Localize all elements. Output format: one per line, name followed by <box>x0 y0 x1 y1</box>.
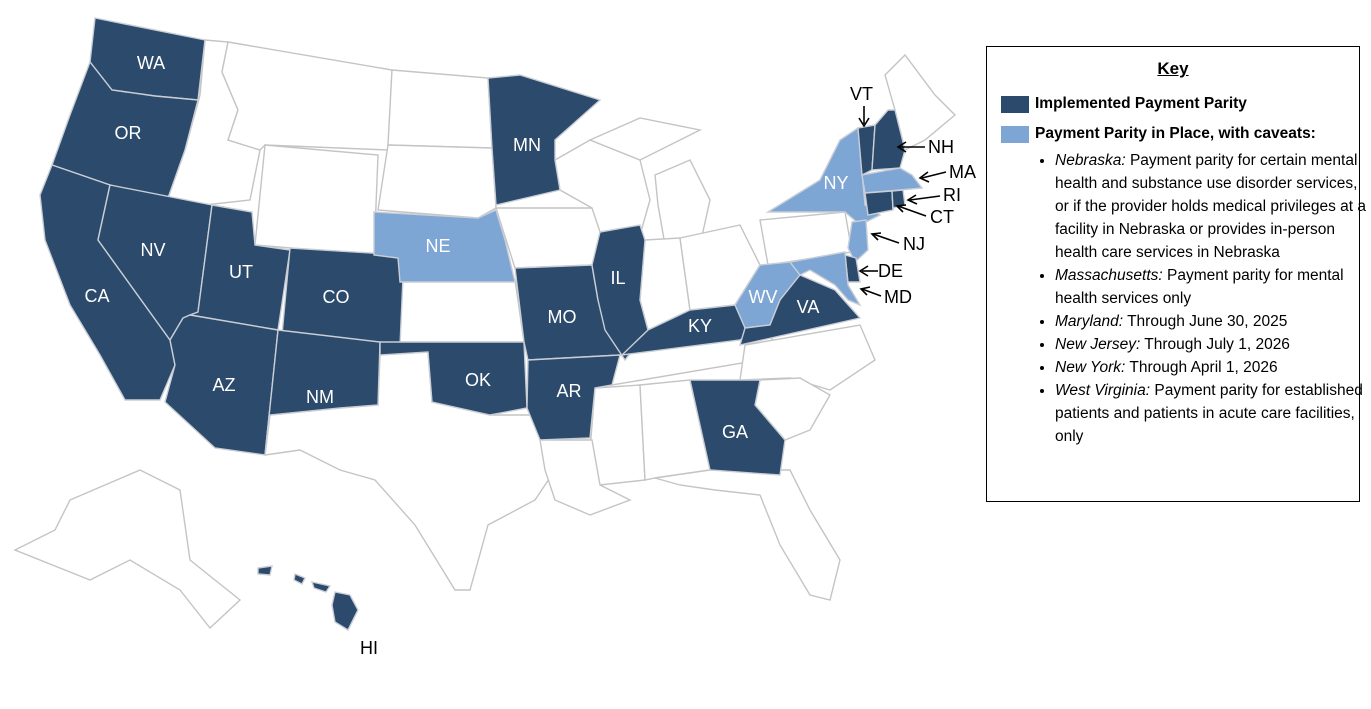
state-nh <box>871 109 906 171</box>
state-ok <box>379 341 528 416</box>
state-ny <box>765 126 882 226</box>
label-ar: AR <box>556 381 581 401</box>
swatch-implemented <box>1001 95 1029 113</box>
shaded-states <box>39 17 924 631</box>
label-ca: CA <box>84 286 109 306</box>
label-ky: KY <box>688 316 712 336</box>
label-ga: GA <box>722 422 748 442</box>
state-ma <box>861 167 924 194</box>
state-or <box>51 60 199 199</box>
caveat-item: New York: Through April 1, 2026 <box>1055 356 1371 379</box>
caveat-item: Massachusetts: Payment parity for mental… <box>1055 264 1371 310</box>
unshaded-states <box>13 39 957 630</box>
label-de: DE <box>878 261 903 281</box>
label-ri: RI <box>943 185 961 205</box>
state-nj <box>847 219 869 264</box>
state-mt <box>221 41 393 151</box>
us-map: WA OR CA NV UT CO AZ NM MN NE OK MO AR I… <box>13 17 976 658</box>
caveat-item: Nebraska: Payment parity for certain men… <box>1055 149 1371 264</box>
key-title: Key <box>1157 59 1189 78</box>
label-ny: NY <box>823 173 848 193</box>
label-vt: VT <box>850 84 873 104</box>
callouts: VT NH MA RI CT NJ DE MD HI <box>360 84 976 658</box>
caveat-item: West Virginia: Payment parity for establ… <box>1055 379 1371 448</box>
caveat-text: Through April 1, 2026 <box>1125 359 1278 376</box>
state-ne <box>373 209 516 283</box>
label-il: IL <box>610 268 625 288</box>
caveat-state: West Virginia: <box>1055 382 1151 399</box>
label-nm: NM <box>306 387 334 407</box>
caveat-state: New Jersey: <box>1055 336 1141 353</box>
map-key: Key Implemented Payment Parity Payment P… <box>986 46 1366 502</box>
label-az: AZ <box>212 375 235 395</box>
caveat-item: New Jersey: Through July 1, 2026 <box>1055 333 1371 356</box>
state-ct <box>864 190 894 216</box>
caveat-text: Through July 1, 2026 <box>1140 336 1290 353</box>
state-la <box>539 439 632 516</box>
state-labels: WA OR CA NV UT CO AZ NM MN NE OK MO AR I… <box>84 53 848 442</box>
label-co: CO <box>323 287 350 307</box>
state-ak <box>13 469 242 630</box>
caveat-state: Massachusetts: <box>1055 267 1163 284</box>
state-mn <box>487 74 602 206</box>
label-ma: MA <box>949 162 976 182</box>
caveat-state: Nebraska: <box>1055 152 1126 169</box>
label-ne: NE <box>425 236 450 256</box>
caveat-state: New York: <box>1055 359 1126 376</box>
state-sd <box>377 144 497 219</box>
label-ok: OK <box>465 370 491 390</box>
state-nd <box>387 69 493 149</box>
state-ut <box>187 204 291 331</box>
caveat-text: Payment parity for established patients … <box>1055 382 1363 445</box>
state-md <box>788 251 862 307</box>
state-ms <box>589 384 646 486</box>
state-ar <box>526 354 621 441</box>
label-nh: NH <box>928 137 954 157</box>
label-hi: HI <box>360 638 378 658</box>
caveat-state: Maryland: <box>1055 313 1124 330</box>
label-wa: WA <box>137 53 165 73</box>
legend-caveat-label: Payment Parity in Place, with caveats: <box>1035 125 1316 142</box>
label-nv: NV <box>140 240 165 260</box>
label-mn: MN <box>513 135 541 155</box>
legend-implemented-label: Implemented Payment Parity <box>1035 95 1247 112</box>
caveat-list: Nebraska: Payment parity for certain men… <box>1033 149 1371 448</box>
caveat-text: Payment parity for certain mental health… <box>1055 152 1367 261</box>
label-ut: UT <box>229 262 253 282</box>
caveat-item: Maryland: Through June 30, 2025 <box>1055 310 1371 333</box>
label-nj: NJ <box>903 234 925 254</box>
label-md: MD <box>884 287 912 307</box>
swatch-caveat <box>1001 125 1029 143</box>
state-va <box>738 274 862 346</box>
state-hi <box>257 565 359 631</box>
state-wy <box>254 144 379 256</box>
state-fl <box>654 469 841 601</box>
caveat-text: Payment parity for mental health service… <box>1055 267 1344 307</box>
caveat-text: Through June 30, 2025 <box>1123 313 1288 330</box>
legend-implemented: Implemented Payment Parity <box>1001 95 1247 113</box>
state-ia <box>495 207 605 269</box>
state-ga <box>689 379 786 476</box>
label-va: VA <box>797 297 820 317</box>
label-mo: MO <box>548 307 577 327</box>
legend-caveat: Payment Parity in Place, with caveats: <box>1001 125 1316 143</box>
label-or: OR <box>115 123 142 143</box>
label-ct: CT <box>930 207 954 227</box>
label-wv: WV <box>749 287 778 307</box>
state-ks <box>397 279 525 343</box>
